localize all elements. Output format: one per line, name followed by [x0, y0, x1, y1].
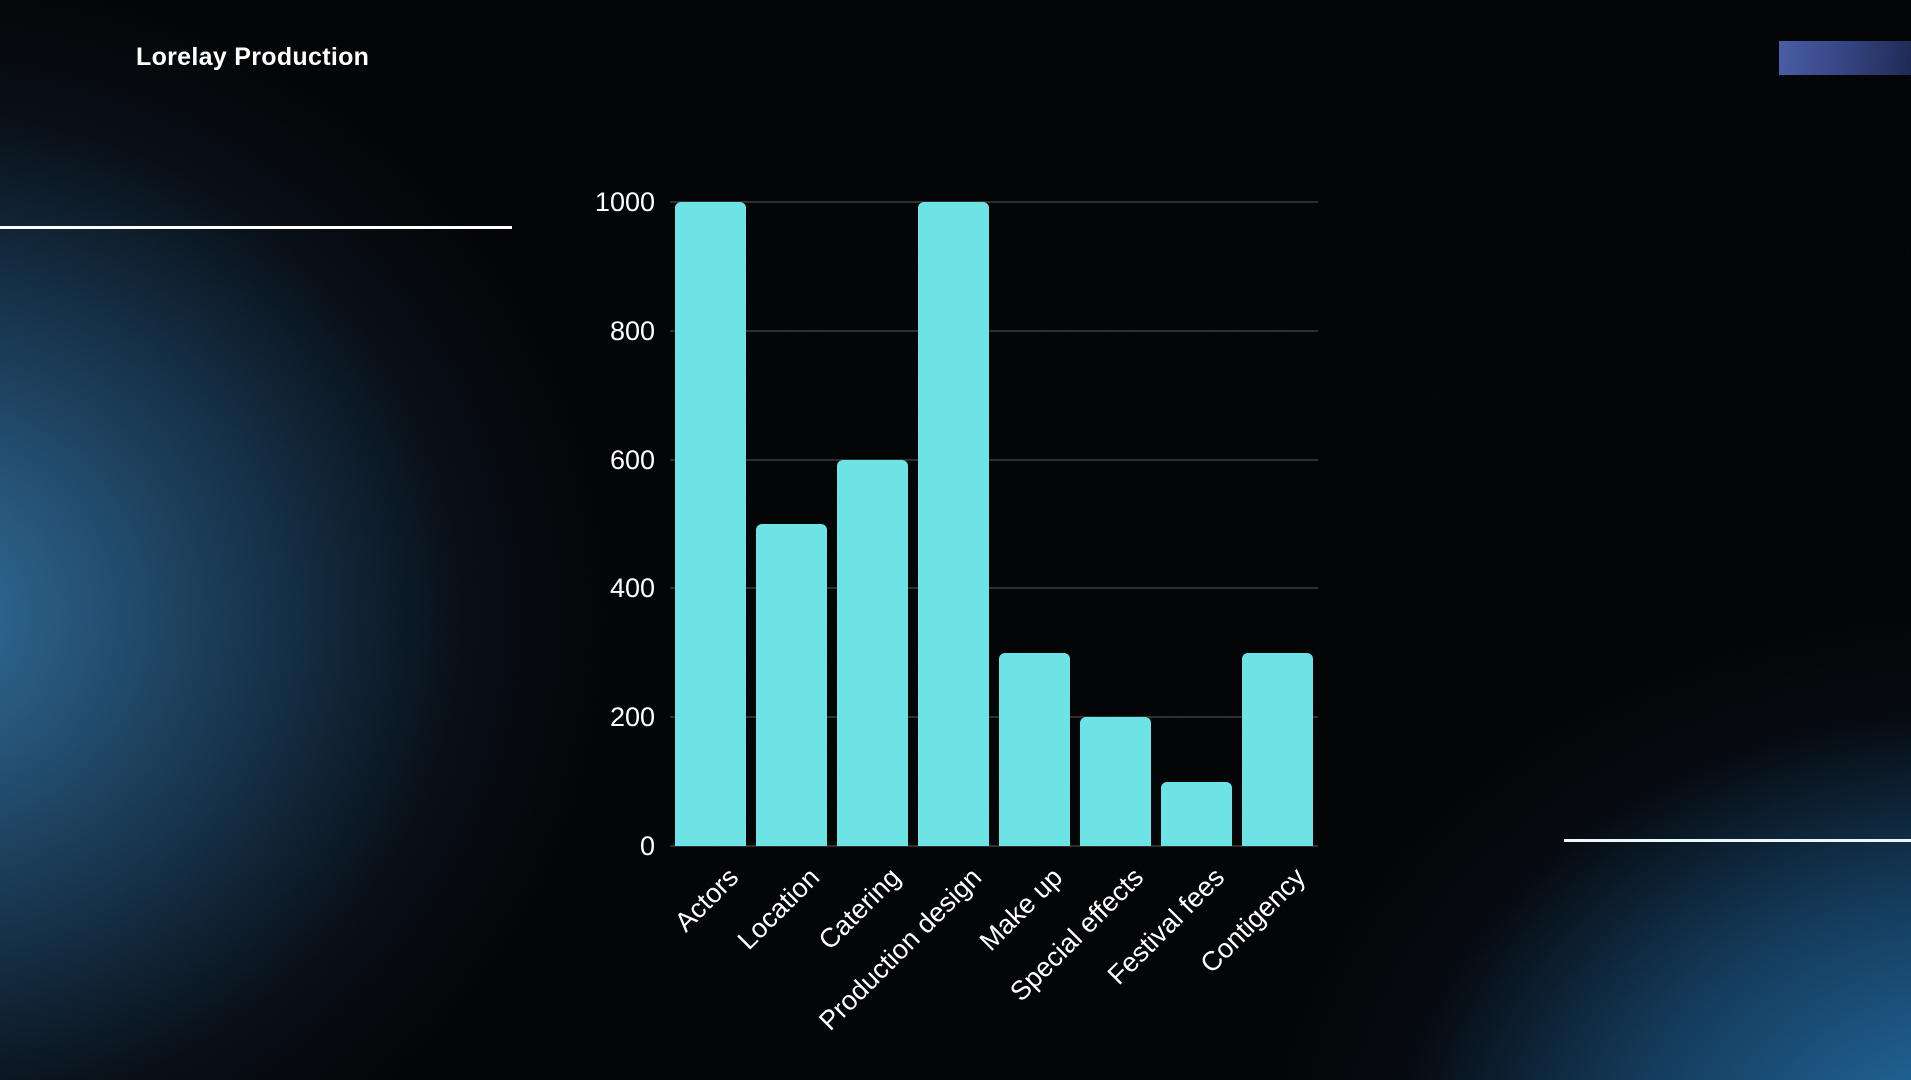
- bar-contigency: [1242, 652, 1313, 846]
- gridline-800: [670, 329, 1318, 332]
- gridline-0: [670, 845, 1318, 847]
- y-tick-label-0: 0: [639, 831, 655, 861]
- bar-production-design: [918, 202, 989, 846]
- divider-line-right: [1564, 839, 1911, 842]
- gridline-1000: [670, 201, 1318, 203]
- bar-special-effects: [1080, 717, 1151, 846]
- chart-plot-area: 0 200 400 600 800 1000 Actors Location Catering P…: [595, 187, 1318, 1036]
- y-tick-label-600: 600: [609, 444, 655, 475]
- bar-location: [756, 524, 827, 846]
- y-tick-label-1000: 1000: [594, 187, 655, 217]
- x-tick-label-actors: Actors: [668, 862, 744, 938]
- gridline-400: [670, 587, 1318, 590]
- bar-catering: [837, 459, 908, 846]
- gridline-200: [670, 716, 1318, 719]
- y-tick-label-400: 400: [609, 573, 655, 604]
- budget-bar-chart: 0 200 400 600 800 1000 Actors Location Catering P…: [595, 187, 1318, 1036]
- y-tick-label-800: 800: [609, 315, 655, 346]
- divider-line-left: [0, 226, 512, 229]
- gridline-600: [670, 458, 1318, 461]
- y-tick-label-200: 200: [609, 702, 655, 733]
- bar-actors: [675, 202, 746, 846]
- slide-title: Lorelay Production: [136, 43, 370, 71]
- x-tick-label-location: Location: [731, 862, 825, 956]
- accent-rectangle: [1779, 41, 1911, 75]
- bar-make-up: [999, 652, 1070, 846]
- bar-festival-fees: [1161, 781, 1232, 846]
